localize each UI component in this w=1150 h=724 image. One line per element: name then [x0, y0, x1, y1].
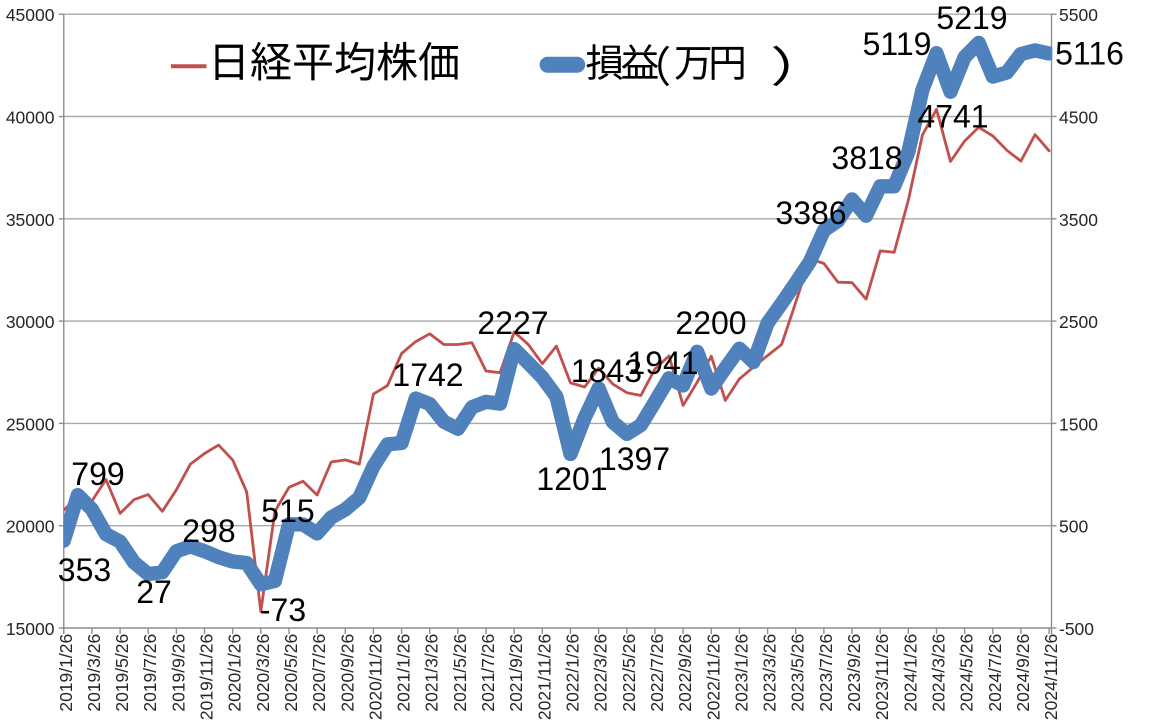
- svg-text:2021/7/26: 2021/7/26: [478, 634, 498, 712]
- svg-text:15000: 15000: [6, 619, 55, 639]
- svg-text:353: 353: [58, 552, 111, 588]
- svg-text:4741: 4741: [917, 99, 988, 135]
- svg-text:2020/11/26: 2020/11/26: [365, 634, 385, 720]
- svg-text:3818: 3818: [831, 140, 902, 176]
- svg-text:-500: -500: [1059, 619, 1094, 639]
- svg-text:5219: 5219: [936, 0, 1007, 36]
- svg-text:2024/11/26: 2024/11/26: [1041, 634, 1061, 720]
- svg-text:2019/1/26: 2019/1/26: [56, 634, 76, 712]
- svg-text:1843: 1843: [571, 353, 642, 389]
- svg-text:2500: 2500: [1059, 312, 1098, 332]
- svg-text:2023/7/26: 2023/7/26: [816, 634, 836, 712]
- svg-text:2019/7/26: 2019/7/26: [140, 634, 160, 712]
- svg-text:1500: 1500: [1059, 414, 1098, 434]
- svg-text:2022/3/26: 2022/3/26: [591, 634, 611, 712]
- svg-text:2020/7/26: 2020/7/26: [309, 634, 329, 712]
- svg-text:2022/7/26: 2022/7/26: [647, 634, 667, 712]
- svg-text:3386: 3386: [775, 195, 846, 231]
- svg-text:2023/5/26: 2023/5/26: [788, 634, 808, 712]
- svg-text:2020/3/26: 2020/3/26: [253, 634, 273, 712]
- svg-text:4500: 4500: [1059, 108, 1098, 128]
- svg-text:25000: 25000: [6, 414, 55, 434]
- svg-text:2019/11/26: 2019/11/26: [197, 634, 217, 720]
- svg-text:1941: 1941: [627, 345, 698, 381]
- svg-text:27: 27: [136, 574, 172, 610]
- svg-text:2021/3/26: 2021/3/26: [422, 634, 442, 712]
- svg-text:5119: 5119: [863, 26, 932, 62]
- svg-text:40000: 40000: [6, 108, 55, 128]
- svg-text:2020/5/26: 2020/5/26: [281, 634, 301, 712]
- svg-text:2020/9/26: 2020/9/26: [337, 634, 357, 712]
- svg-text:2022/1/26: 2022/1/26: [563, 634, 583, 712]
- svg-text:1201: 1201: [536, 461, 607, 497]
- svg-text:2019/9/26: 2019/9/26: [168, 634, 188, 712]
- svg-text:20000: 20000: [6, 517, 55, 537]
- svg-text:3500: 3500: [1059, 210, 1098, 230]
- svg-text:2022/5/26: 2022/5/26: [619, 634, 639, 712]
- svg-text:35000: 35000: [6, 210, 55, 230]
- svg-text:5500: 5500: [1059, 5, 1098, 25]
- svg-text:2023/9/26: 2023/9/26: [844, 634, 864, 712]
- svg-text:2019/5/26: 2019/5/26: [112, 634, 132, 712]
- svg-text:2024/3/26: 2024/3/26: [929, 634, 949, 712]
- svg-text:1742: 1742: [392, 357, 463, 393]
- svg-text:500: 500: [1059, 517, 1088, 537]
- svg-text:2024/5/26: 2024/5/26: [957, 634, 977, 712]
- svg-text:2020/1/26: 2020/1/26: [225, 634, 245, 712]
- svg-text:-73: -73: [260, 592, 306, 628]
- svg-text:2023/11/26: 2023/11/26: [872, 634, 892, 720]
- svg-text:2021/9/26: 2021/9/26: [506, 634, 526, 712]
- svg-text:799: 799: [71, 456, 124, 492]
- svg-text:2024/1/26: 2024/1/26: [900, 634, 920, 712]
- svg-text:2024/7/26: 2024/7/26: [985, 634, 1005, 712]
- svg-text:515: 515: [261, 493, 314, 529]
- svg-text:298: 298: [182, 513, 235, 549]
- svg-text:2021/5/26: 2021/5/26: [450, 634, 470, 712]
- svg-text:2021/1/26: 2021/1/26: [394, 634, 414, 712]
- svg-text:2024/9/26: 2024/9/26: [1013, 634, 1033, 712]
- svg-text:1397: 1397: [599, 441, 670, 477]
- svg-text:45000: 45000: [6, 5, 55, 25]
- svg-text:2022/11/26: 2022/11/26: [703, 634, 723, 720]
- svg-text:2227: 2227: [477, 305, 548, 341]
- svg-text:2023/1/26: 2023/1/26: [731, 634, 751, 712]
- svg-text:30000: 30000: [6, 312, 55, 332]
- svg-text:5116: 5116: [1055, 36, 1124, 72]
- svg-text:2023/3/26: 2023/3/26: [760, 634, 780, 712]
- svg-text:2019/3/26: 2019/3/26: [84, 634, 104, 712]
- svg-text:2021/11/26: 2021/11/26: [534, 634, 554, 720]
- svg-text:2022/9/26: 2022/9/26: [675, 634, 695, 712]
- svg-text:2200: 2200: [675, 305, 746, 341]
